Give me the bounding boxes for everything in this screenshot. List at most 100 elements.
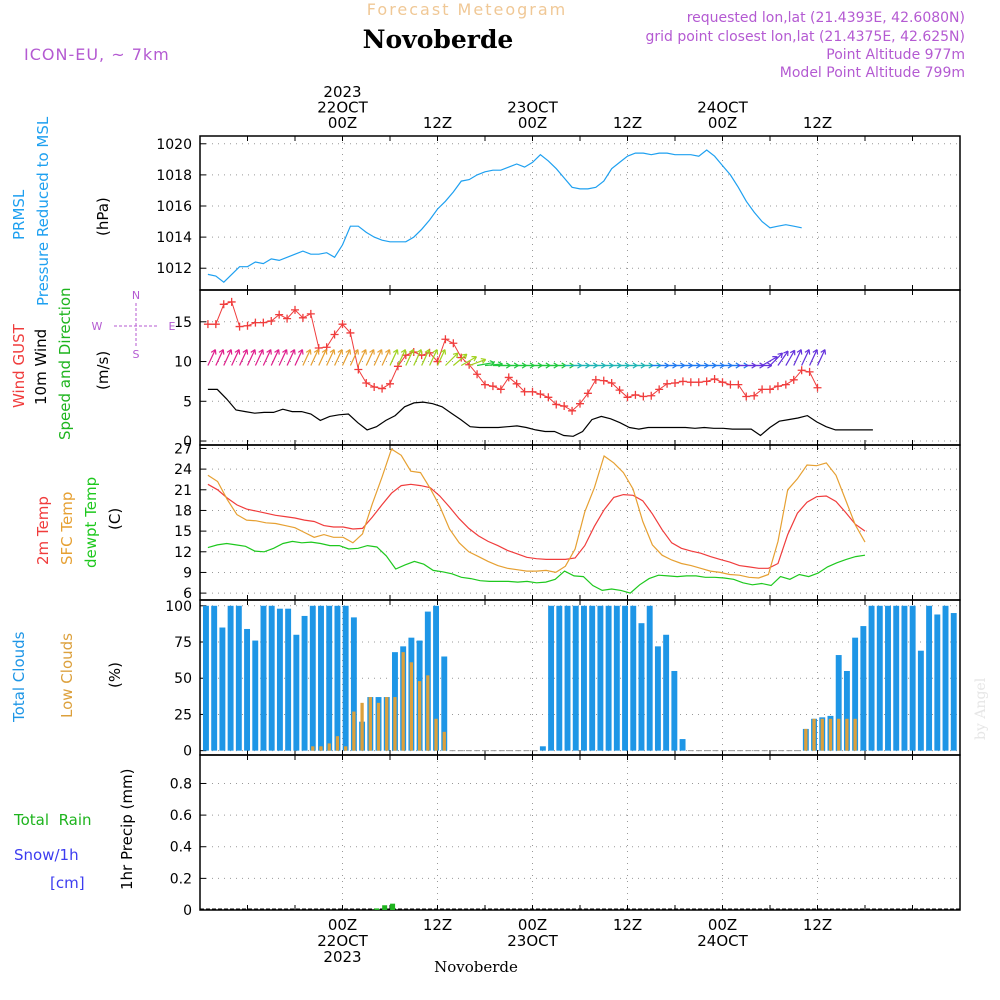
gust-marker [552,400,561,409]
rain-bar [390,903,396,910]
wind-arrowhead [369,349,375,355]
wind-arrowhead [337,349,344,355]
wind-arrow [231,349,240,366]
wind-arrow [476,361,495,367]
clouds-ytick-label: 25 [174,707,192,723]
requested-coords: requested lon,lat (21.4393E, 42.6080N) [687,10,965,26]
footer-location: Novoberde [434,958,518,976]
gust-marker [528,387,537,396]
wind-arrow [246,349,256,366]
temperature-ytick-label: 15 [174,524,192,540]
precip-ytick-label: 0.8 [170,776,192,792]
signature: by Angel [973,677,989,740]
total-cloud-bar [326,605,333,751]
gust-marker [671,379,679,387]
wind-arrowhead [416,349,423,355]
wind-axes: 0 5 10 15 [174,289,961,450]
bottom-time-label: 22OCT [317,932,368,950]
precip-ytick-label: 0.2 [170,871,192,887]
wind-arrow [254,349,264,366]
wind-arrowhead [804,349,811,355]
totalcloud-label: Total Clouds [10,631,28,723]
gust-marker [663,379,672,388]
total-cloud-bar [441,656,448,751]
total-cloud-bar [581,605,587,751]
rain-bar [382,905,388,910]
low-cloud-bar [820,718,824,751]
wind-arrow [429,349,438,366]
gust-marker [758,385,767,394]
lowcloud-label: Low Clouds [58,633,76,718]
total-cloud-bar [301,615,308,751]
wind-arrow [357,349,367,366]
low-cloud-bar [828,718,833,751]
wind-arrow [318,349,327,366]
low-cloud-bar [812,718,816,751]
low-cloud-bar [385,697,389,751]
gust-marker [203,320,212,329]
wind-arrowhead [361,349,367,355]
low-cloud-bar [401,652,405,751]
low-cloud-bar [409,662,414,751]
total-cloud-bar [638,623,645,751]
total-cloud-bar [556,605,563,751]
gust-marker [488,382,497,391]
pressure-ytick-label: 1020 [156,137,192,153]
wind-arrowhead [377,349,383,355]
total-cloud-bar [893,605,900,751]
wind-ytick-label: 15 [174,315,192,331]
wind-speed-line [207,388,873,437]
wind-arrow [286,349,296,366]
total-cloud-bar [630,605,637,751]
total-cloud-bar [679,739,686,751]
gust-marker [766,385,774,394]
top-time-label: 12Z [803,114,832,132]
wind-arrow [262,349,272,366]
wind-arrow [816,349,826,366]
low-cloud-bar [352,711,356,751]
total-cloud-bar [285,608,292,751]
gust-marker [647,391,656,400]
gust-marker [441,335,450,344]
gust-marker [275,310,284,319]
low-cloud-bar [853,718,857,751]
pressure-frame [199,135,961,291]
rain-bar [374,908,380,910]
gust-marker [773,382,782,391]
gust-marker [219,300,228,309]
low-cloud-bar [804,728,808,751]
wind-arrowhead [218,349,225,355]
top-time-label: 00Z [708,114,737,132]
total-cloud-bar [293,634,300,751]
total-cloud-bar [934,614,941,751]
gust-marker [362,379,371,387]
gust-marker [615,386,624,395]
gust-marker [338,320,347,329]
gust-marker [607,379,616,387]
temperature-ytick-label: 12 [174,545,192,561]
wind-arrow [326,349,335,366]
total-cloud-bar [244,628,251,751]
compass-north: N [132,289,140,302]
wind-arrowhead [234,349,241,355]
gust-marker [726,380,735,389]
total-cloud-bar [942,605,949,751]
wind-arrowhead [400,349,407,355]
temperature-axes: 6 9 12 15 18 21 24 27 [174,441,961,602]
total-cloud-bar [671,670,678,751]
wind-arrowhead [297,349,304,355]
wind-gust-label: Wind GUST [10,323,28,408]
top-time-label: 2023 [323,83,361,101]
wind-unit: (m/s) [94,351,112,390]
total-cloud-bar [203,605,209,751]
top-time-label: 00Z [328,114,357,132]
wind-arrowhead [321,349,328,355]
wind-arrowhead [408,349,415,355]
gust-marker [678,377,687,386]
gust-marker [504,373,513,382]
low-cloud-bar [368,697,372,751]
precip-frame [199,754,961,911]
wind-arrowhead [226,349,233,355]
wind-arrow [777,350,789,366]
wind-arrow [334,349,343,366]
